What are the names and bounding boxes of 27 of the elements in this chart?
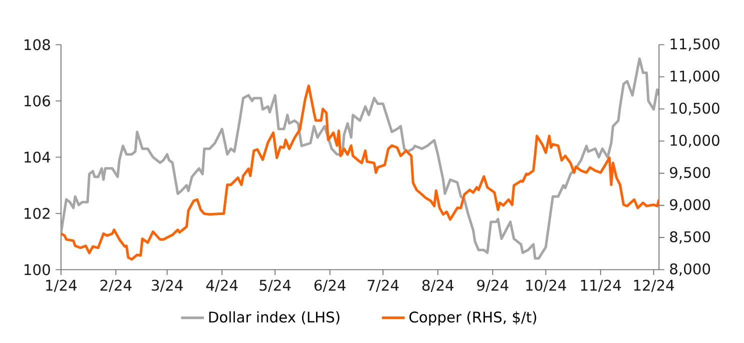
y2-tick-label: 10,500 — [670, 102, 720, 116]
y-tick-label: 102 — [24, 208, 50, 219]
x-tick-label: 12/24 — [634, 280, 674, 292]
y-tick-label: 106 — [24, 95, 50, 106]
legend-label: Dollar index (LHS) — [209, 311, 340, 324]
y-tick-label: 100 — [24, 264, 50, 276]
x-tick-label: 10/24 — [526, 280, 566, 292]
x-tick-label: 6/24 — [314, 280, 346, 292]
y2-tick-label: 9,500 — [670, 166, 710, 180]
y2-tick-label: 8,000 — [670, 263, 710, 276]
x-tick-label: 4/24 — [206, 280, 238, 292]
x-tick-label: 9/24 — [477, 280, 508, 292]
y2-tick-label: 9,000 — [670, 199, 710, 212]
legend-label: Copper (RHS, $/t) — [409, 311, 536, 326]
x-tick-label: 1/24 — [46, 280, 77, 292]
x-tick-label: 2/24 — [100, 280, 132, 292]
y2-tick-label: 10,000 — [670, 134, 720, 148]
x-tick-label: 7/24 — [368, 280, 399, 292]
x-tick-label: 8/24 — [422, 280, 454, 292]
x-tick-label: 5/24 — [260, 280, 291, 292]
x-tick-label: 11/24 — [581, 280, 621, 292]
y2-tick-label: 11,500 — [670, 38, 720, 51]
y2-tick-label: 8,500 — [670, 231, 710, 244]
y-tick-label: 104 — [24, 152, 50, 163]
x-tick-label: 3/24 — [152, 280, 183, 292]
y-tick-label: 108 — [24, 39, 50, 50]
y2-tick-label: 11,000 — [670, 70, 720, 84]
